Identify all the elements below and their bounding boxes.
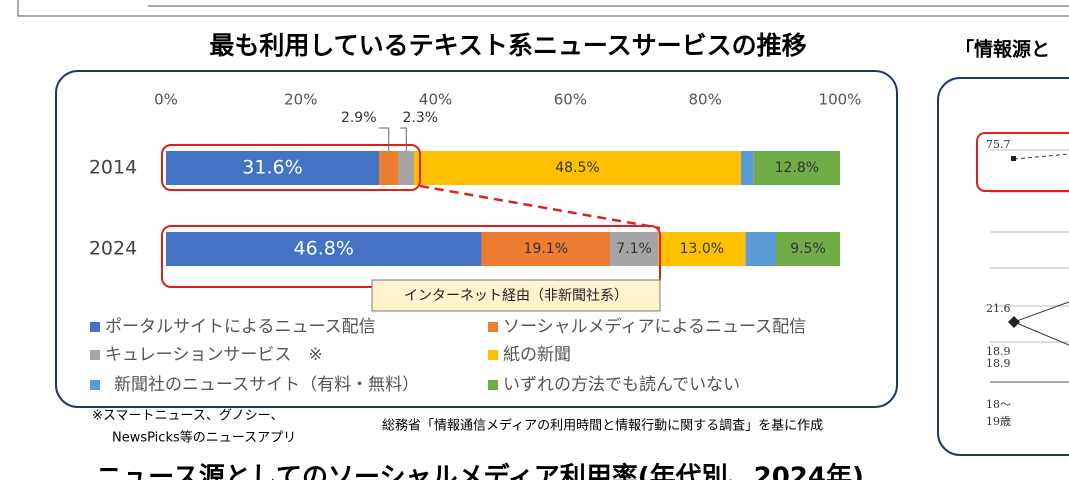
source: 総務省「情報通信メディアの利用時間と情報行動に関する調査」を基に作成 [382,418,823,434]
x-tick-label: 60% [554,91,587,109]
footnote: ※スマートニュース、グノシー、 [92,409,283,424]
legend-label: キュレーションサービス ※ [105,345,323,365]
side-line [1013,301,1069,346]
y-tick-label: 2024 [89,238,137,260]
bar-segment [414,151,741,185]
x-tick-label: 20% [284,91,317,109]
side-label: 18.9 [986,357,1011,370]
legend-label: ソーシャルメディアによるニュース配信 [503,316,806,337]
side-frame [937,77,1069,456]
annotation-box [371,279,661,312]
side-marker [1011,156,1016,161]
bar-segment [610,232,659,266]
x-tick-label: 100% [819,91,862,109]
bar-segment [775,232,840,266]
value-label: 2.9% [341,110,377,126]
side-highlight [976,132,1069,192]
value-label: 19.1% [524,241,568,257]
side-x-label: 18～ [986,398,1011,411]
legend-swatch [488,350,498,360]
side-line [1013,153,1069,160]
leader-line [378,127,390,151]
legend-label: ポータルサイトによるニュース配信 [105,317,376,337]
side-label: 75.7 [986,138,1011,151]
legend-label: 紙の新聞 [503,345,571,365]
value-label: 46.8% [294,238,354,260]
side-marker [1008,316,1020,328]
connector [419,184,661,230]
highlight [161,144,421,191]
x-tick-label: 40% [419,91,452,109]
value-label: 12.8% [775,160,819,176]
side-title: 「情報源と [955,38,1050,61]
legend-label: いずれの方法でも読んでいない [503,375,740,395]
bar-segment [398,151,415,185]
value-label: 7.1% [616,241,652,257]
annotation: インターネット経由（非新聞社系） [404,288,628,304]
next-title: ニュース源としてのソーシャルメディア利用率(年代別、2024年) [96,462,864,480]
bar-segment [753,151,840,185]
legend-swatch [488,380,498,390]
legend-swatch [90,350,100,360]
legend-swatch [90,322,100,332]
x-tick-label: 80% [689,91,722,109]
x-tick-label: 0% [154,91,178,109]
bar-segment [166,232,482,266]
legend-label: 新聞社のニュースサイト（有料・無料） [114,375,419,395]
bar-segment [740,151,754,185]
value-label: 31.6% [242,157,302,179]
side-label: 18.9 [986,345,1011,358]
bar-segment [166,151,379,185]
value-label: 48.5% [555,160,599,176]
bar-segment [481,232,611,266]
value-label: 9.5% [790,241,826,257]
legend-swatch [488,322,498,332]
chart-title: 最も利用しているテキスト系ニュースサービスの推移 [209,31,806,60]
footnote: NewsPicks等のニュースアプリ [112,430,296,446]
side-x-label: 19歳 [986,415,1011,428]
bar-segment [658,232,746,266]
leader-line [400,127,407,151]
bar-segment [745,232,776,266]
top-frame [17,0,1069,17]
y-tick-label: 2014 [89,157,137,179]
legend-swatch [90,380,100,390]
bar-segment [378,151,399,185]
side-label: 21.6 [986,302,1011,315]
value-label: 2.3% [402,110,438,126]
value-label: 13.0% [680,241,724,257]
